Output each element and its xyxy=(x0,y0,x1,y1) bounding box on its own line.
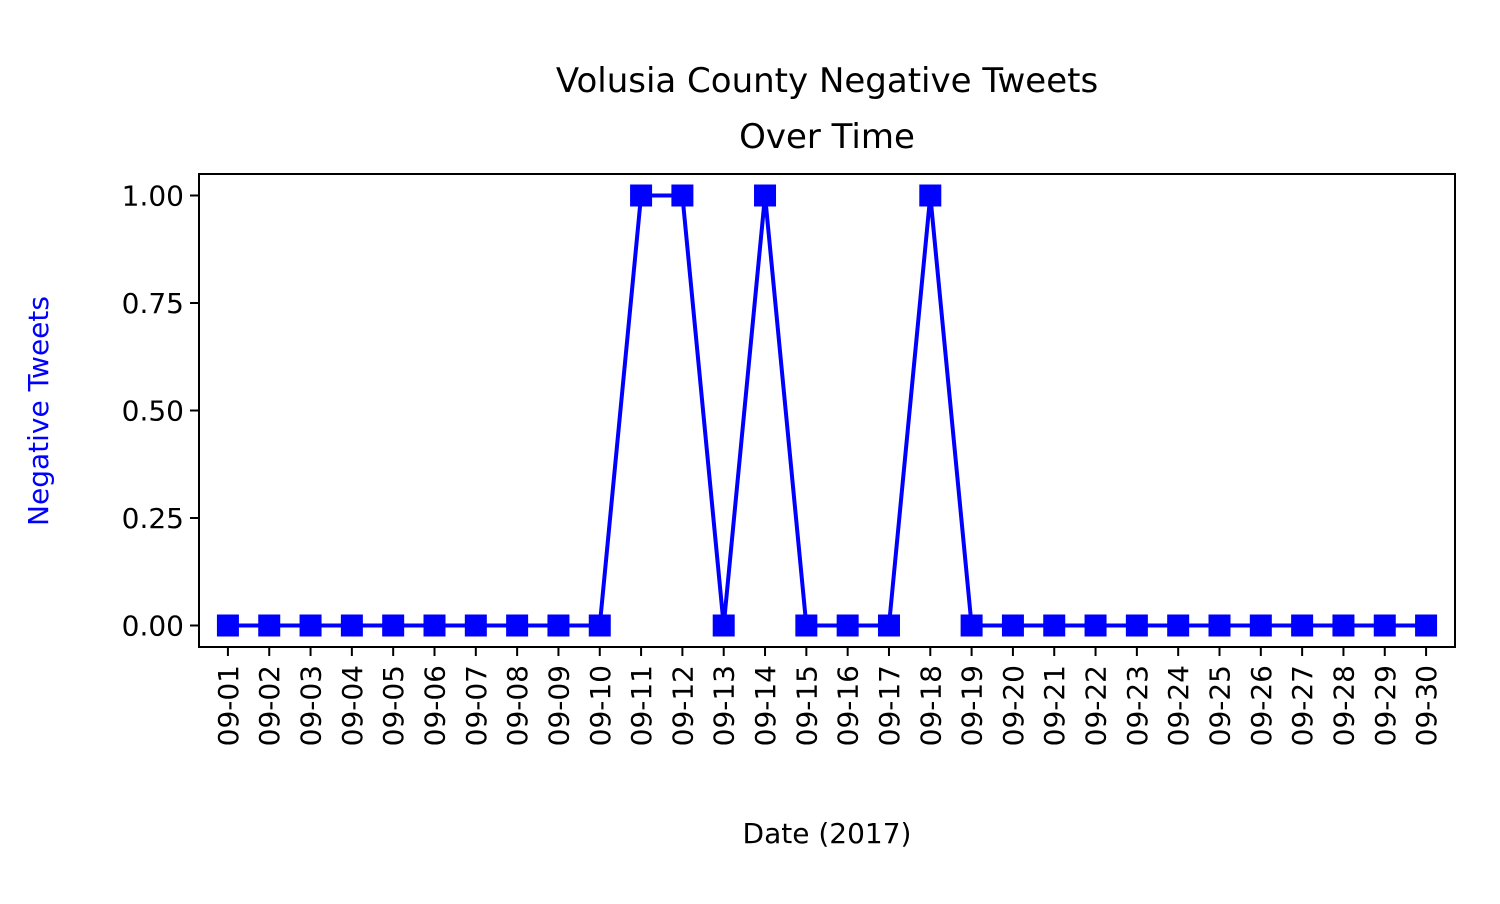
data-point-marker xyxy=(919,184,942,207)
x-tick-label: 09-09 xyxy=(542,665,575,746)
x-tick-label: 09-11 xyxy=(625,665,658,746)
x-tick-label: 09-28 xyxy=(1327,665,1360,746)
x-tick-label: 09-03 xyxy=(295,665,328,746)
data-point-marker xyxy=(1291,614,1314,637)
data-point-marker xyxy=(1332,614,1355,637)
x-tick-label: 09-21 xyxy=(1038,665,1071,746)
x-tick-label: 09-22 xyxy=(1080,665,1113,746)
data-point-marker xyxy=(1043,614,1066,637)
data-point-marker xyxy=(1415,614,1438,637)
x-tick-label: 09-05 xyxy=(377,665,410,746)
x-tick-label: 09-02 xyxy=(253,665,286,746)
data-point-marker xyxy=(1125,614,1148,637)
data-point-marker xyxy=(795,614,818,637)
y-tick-label: 1.00 xyxy=(122,180,184,213)
data-point-marker xyxy=(960,614,983,637)
x-tick-label: 09-17 xyxy=(873,665,906,746)
data-point-marker xyxy=(877,614,900,637)
x-axis: 09-01 09-02 09-03 09-04 09-05 09-06 09-07 09-08… xyxy=(212,647,1443,746)
x-tick-label: 09-18 xyxy=(914,665,947,746)
data-point-marker xyxy=(1249,614,1272,637)
x-tick-label: 09-29 xyxy=(1369,665,1402,746)
data-point-marker xyxy=(1084,614,1107,637)
x-tick-label: 09-01 xyxy=(212,665,245,746)
x-tick-label: 09-20 xyxy=(997,665,1030,746)
y-tick-label: 0.25 xyxy=(122,502,184,535)
y-tick-label: 0.75 xyxy=(122,287,184,320)
y-tick-label: 0.00 xyxy=(122,610,184,643)
x-tick-label: 09-14 xyxy=(749,665,782,746)
data-point-marker xyxy=(423,614,446,637)
chart-title-line-2: Over Time xyxy=(739,117,915,157)
x-tick-label: 09-08 xyxy=(501,665,534,746)
data-point-marker xyxy=(712,614,735,637)
series-line xyxy=(227,193,1427,628)
x-tick-label: 09-04 xyxy=(336,665,369,746)
data-point-marker xyxy=(216,614,239,637)
x-tick-label: 09-26 xyxy=(1245,665,1278,746)
data-point-marker xyxy=(630,184,653,207)
x-tick-label: 09-13 xyxy=(708,665,741,746)
x-tick-label: 09-19 xyxy=(956,665,989,746)
data-point-marker xyxy=(754,184,777,207)
x-tick-label: 09-15 xyxy=(790,665,823,746)
y-tick-label: 0.50 xyxy=(122,395,184,428)
data-point-marker xyxy=(588,614,611,637)
series-layer xyxy=(216,184,1438,637)
x-axis-label: Date (2017) xyxy=(743,817,912,850)
x-tick-label: 09-12 xyxy=(666,665,699,746)
chart-title-line-1: Volusia County Negative Tweets xyxy=(556,61,1098,101)
data-point-marker xyxy=(340,614,363,637)
data-point-marker xyxy=(1167,614,1190,637)
x-tick-label: 09-10 xyxy=(584,665,617,746)
data-point-marker xyxy=(671,184,694,207)
x-tick-label: 09-16 xyxy=(832,665,865,746)
x-tick-label: 09-27 xyxy=(1286,665,1319,746)
data-point-marker xyxy=(1001,614,1024,637)
data-point-marker xyxy=(547,614,570,637)
x-tick-label: 09-30 xyxy=(1410,665,1443,746)
y-axis-label: Negative Tweets xyxy=(22,296,55,526)
data-point-marker xyxy=(464,614,487,637)
x-tick-label: 09-07 xyxy=(460,665,493,746)
plot-area-frame xyxy=(198,173,1456,648)
data-point-marker xyxy=(1208,614,1231,637)
data-point-marker xyxy=(258,614,281,637)
data-point-marker xyxy=(299,614,322,637)
data-point-marker xyxy=(836,614,859,637)
data-point-marker xyxy=(1373,614,1396,637)
data-point-marker xyxy=(382,614,405,637)
x-tick-label: 09-23 xyxy=(1121,665,1154,746)
data-point-marker xyxy=(506,614,529,637)
x-tick-label: 09-24 xyxy=(1162,665,1195,746)
x-tick-label: 09-25 xyxy=(1204,665,1237,746)
x-tick-label: 09-06 xyxy=(419,665,452,746)
y-axis: 0.00 0.25 0.50 0.75 1.00 xyxy=(122,180,199,643)
